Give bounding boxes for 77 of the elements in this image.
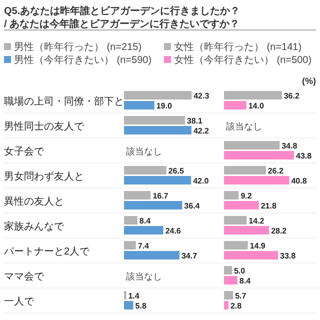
y-tick-label: 家族みんなで bbox=[4, 220, 65, 232]
bar bbox=[224, 276, 238, 284]
data-label: 24.6 bbox=[165, 226, 182, 236]
legend-label: 男性（昨年行った） (n=215) bbox=[14, 41, 142, 53]
bar bbox=[124, 301, 134, 310]
legend-label: 女性（昨年行った） (n=141) bbox=[174, 41, 302, 53]
data-label: 1.4 bbox=[128, 292, 140, 300]
data-label: 5.0 bbox=[234, 266, 246, 276]
bar bbox=[124, 176, 192, 184]
data-label: 42.3 bbox=[194, 92, 210, 100]
bar bbox=[224, 191, 239, 200]
bar bbox=[224, 201, 259, 210]
chart-title: Q5.あなたは昨年誰とビアガーデンに行きましたか？ / あなたは今年誰とビアガーデンに行きたいですか？ bbox=[4, 5, 240, 30]
data-label: 33.8 bbox=[280, 252, 296, 260]
data-label: 14.9 bbox=[250, 242, 266, 250]
bar bbox=[224, 91, 282, 100]
data-label: 19.0 bbox=[156, 102, 172, 110]
data-label: 42.2 bbox=[193, 126, 210, 136]
bar bbox=[224, 216, 247, 224]
text: 該当なし bbox=[126, 146, 162, 156]
data-label: 5.7 bbox=[235, 292, 247, 300]
y-tick-label: 異性の友人と bbox=[4, 196, 64, 208]
text: (%) bbox=[302, 76, 316, 86]
y-tick-label: 職場の上司・同僚・部下と bbox=[4, 96, 124, 108]
bar bbox=[124, 166, 166, 174]
bar bbox=[124, 241, 136, 250]
data-label: 38.1 bbox=[186, 116, 204, 126]
data-label: 21.8 bbox=[260, 202, 277, 210]
bar bbox=[124, 251, 180, 260]
bar bbox=[124, 126, 192, 134]
y-tick-label: ママ会で bbox=[4, 270, 45, 282]
bar bbox=[224, 251, 278, 260]
data-label: 5.8 bbox=[135, 302, 147, 310]
bar bbox=[224, 266, 232, 274]
data-label: 8.4 bbox=[239, 276, 252, 286]
y-tick-label: パートナーと2人で bbox=[3, 246, 91, 258]
bar bbox=[224, 151, 294, 160]
data-label: 14.2 bbox=[248, 216, 265, 226]
bar bbox=[124, 101, 154, 110]
y-tick-label: 一人で bbox=[4, 296, 35, 308]
bar bbox=[224, 166, 266, 174]
data-label: 9.2 bbox=[240, 192, 252, 200]
y-tick-label: 女子会で bbox=[4, 146, 45, 158]
bar bbox=[124, 226, 164, 234]
legend-label: 男性（今年行きたい） (n=590) bbox=[14, 54, 152, 66]
data-label: 42.0 bbox=[193, 176, 210, 186]
data-label: 26.5 bbox=[168, 166, 184, 176]
data-label: 34.8 bbox=[282, 142, 298, 150]
y-tick-label: 男性同士の友人で bbox=[4, 120, 85, 132]
data-label: 34.7 bbox=[181, 252, 198, 260]
data-label: 2.8 bbox=[230, 302, 242, 310]
data-label: 40.8 bbox=[291, 176, 308, 186]
legend-label: 女性（今年行きたい） (n=500) bbox=[174, 54, 312, 66]
data-label: 36.2 bbox=[284, 92, 300, 100]
bar bbox=[224, 301, 228, 310]
data-label: 36.4 bbox=[184, 202, 200, 210]
bar bbox=[224, 141, 280, 150]
bar bbox=[124, 191, 151, 200]
y-tick-label: 男女問わず友人と bbox=[4, 170, 84, 182]
bar bbox=[224, 241, 248, 250]
data-label: 7.4 bbox=[138, 242, 150, 250]
text: 該当なし bbox=[126, 272, 162, 282]
bar bbox=[124, 216, 138, 224]
data-label: 28.2 bbox=[271, 226, 288, 236]
bar bbox=[224, 176, 290, 184]
data-label: 16.7 bbox=[152, 192, 169, 200]
data-label: 26.2 bbox=[268, 166, 284, 176]
bar bbox=[124, 201, 182, 210]
bar bbox=[124, 116, 185, 124]
bar bbox=[124, 91, 192, 100]
data-label: 8.4 bbox=[139, 216, 152, 226]
bar bbox=[224, 291, 234, 300]
bar bbox=[224, 226, 270, 234]
data-label: 14.0 bbox=[248, 102, 264, 110]
bar bbox=[224, 101, 246, 110]
text: 該当なし bbox=[226, 122, 262, 132]
data-label: 43.8 bbox=[296, 152, 312, 160]
